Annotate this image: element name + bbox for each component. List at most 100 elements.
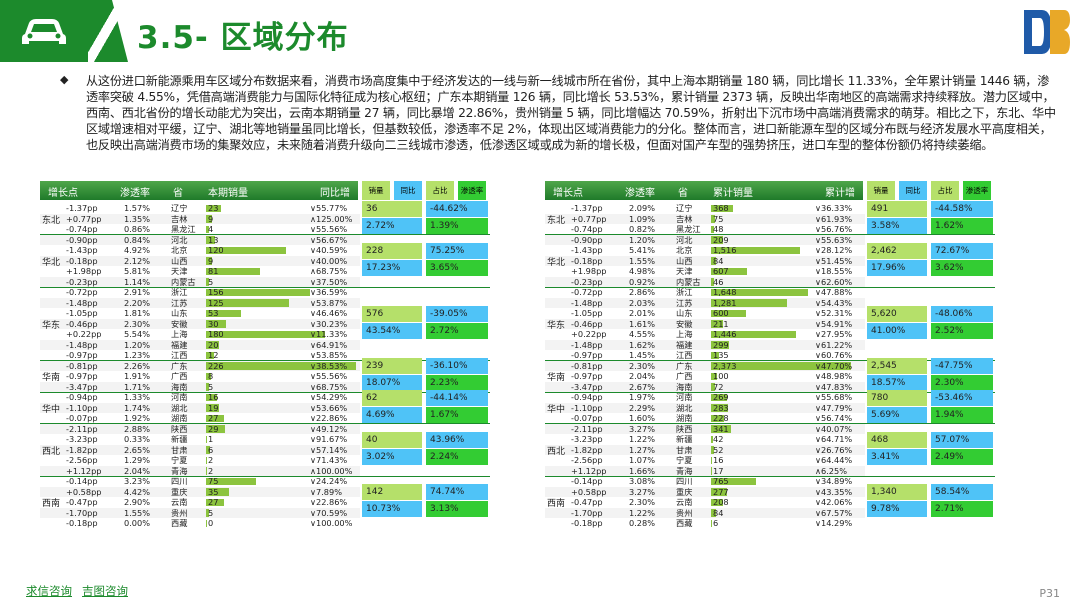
right-table-row: -2.56pp 1.07% 宁夏 16 ∨64.44% [545,455,865,465]
right-cell-yoy: ∨51.45% [815,255,853,266]
left-cell-province: 湖北 [171,402,188,413]
left-card-yoy: 43.96% [426,431,488,448]
right-cell-growth: -0.94pp [571,392,603,402]
left-cell-penetration: 1.33% [124,392,151,402]
left-cell-sales: 125 [208,297,224,308]
right-cell-penetration: 1.62% [629,339,656,350]
left-cell-growth: -1.05pp [66,308,98,318]
left-cell-yoy: ∨11.33% [310,329,348,339]
left-cell-penetration: 1.74% [124,402,151,413]
right-cell-growth: -1.43pp [571,245,603,255]
right-region-card: 5,620 -48.06% 41.00% 2.52% [867,305,993,342]
left-value-bar [206,288,310,296]
left-value-bar [206,225,209,233]
left-cell-growth: -0.97pp [66,371,98,381]
left-card-yoy: -44.14% [426,389,488,406]
left-cell-growth: -0.46pp [66,318,98,329]
left-cell-yoy: ∨22.86% [310,413,348,423]
left-cell-province: 福建 [171,339,188,350]
left-legend-item-3: 渗透率 [458,181,486,200]
left-cell-yoy: ∧125.00% [310,213,353,224]
right-cell-yoy: ∨55.63% [815,234,853,245]
left-cell-yoy: ∨64.91% [310,339,348,350]
right-value-bar [711,330,797,338]
right-value-bar [711,246,801,254]
right-value-bar [711,414,725,422]
right-table-row: -1.82pp 1.27% 甘肃 52 ∨26.76% [545,444,865,455]
left-table-row: -0.94pp 1.33% 河南 16 ∨54.29% [40,392,360,402]
right-table-row: +0.22pp 4.55% 上海 1,446 ∨27.95% [545,329,865,339]
right-region-label: 东北 [547,215,566,226]
right-legend-item-0: 销量 [867,181,895,200]
left-cell-growth: -1.10pp [66,402,98,413]
right-cell-sales: 75 [713,213,724,224]
right-cell-yoy: ∨61.93% [815,213,853,224]
left-cell-yoy: ∨54.29% [310,392,348,402]
left-table-row: -1.37pp 1.57% 辽宁 23 ∨55.77% [40,203,360,213]
left-cell-sales: 12 [208,350,219,360]
right-cell-sales: 211 [713,318,729,329]
left-table-row: +1.12pp 2.04% 青海 2 ∧100.00% [40,465,360,476]
left-cell-growth: -0.74pp [66,224,98,234]
left-cell-sales: 29 [208,423,219,434]
right-table-row: +1.98pp 4.98% 天津 607 ∨18.55% [545,266,865,276]
right-region-card: 1,340 58.54% 9.78% 2.71% [867,484,993,520]
left-cell-penetration: 1.23% [124,350,151,360]
right-cell-growth: -1.82pp [571,444,603,455]
left-card-yoy: -44.62% [426,200,488,217]
right-card-yoy: -53.46% [931,389,993,406]
left-table-row: +0.22pp 5.54% 上海 180 ∨11.33% [40,329,360,339]
left-cell-growth: -0.18pp [66,255,98,266]
right-cell-growth: +0.58pp [571,486,607,497]
right-cell-province: 贵州 [676,507,693,518]
right-cell-growth: +1.12pp [571,465,607,476]
right-card-yoy: -44.58% [931,200,993,217]
left-cell-growth: -0.23pp [66,276,98,287]
left-cell-growth: -1.48pp [66,339,98,350]
right-cell-growth: -0.97pp [571,350,603,360]
right-cell-sales: 1,446 [713,329,737,339]
right-cell-penetration: 1.07% [629,455,656,465]
left-value-bar [206,236,215,244]
left-cell-province: 江西 [171,350,188,360]
footer-link-qiuxin[interactable]: 求信咨询 [26,584,72,598]
right-cell-growth: -0.18pp [571,255,603,266]
left-cell-yoy: ∨24.24% [310,476,348,486]
right-cell-sales: 2,373 [713,360,737,371]
right-cell-province: 湖南 [676,413,693,423]
left-cell-growth: -0.07pp [66,413,98,423]
car-icon-box [0,0,88,62]
left-cell-yoy: ∨55.56% [310,371,348,381]
right-cell-penetration: 1.61% [629,318,656,329]
brand-logo [1024,10,1070,54]
right-value-bar [711,467,712,475]
left-region-card: 239 -36.10% 18.07% 2.23% [362,358,488,394]
right-card-sales: 2,545 [867,358,927,374]
left-cell-penetration: 4.42% [124,486,151,497]
right-cell-penetration: 3.27% [629,423,656,434]
right-cell-yoy: ∨64.71% [815,434,853,444]
left-header-col-2: 省 [173,188,183,199]
left-cell-sales: 30 [208,318,219,329]
right-value-bar [711,519,712,527]
left-card-penetration: 2.72% [426,322,488,339]
right-cell-penetration: 4.55% [629,329,656,339]
right-card-share: 41.00% [867,322,927,339]
left-table-row: -0.47pp 2.90% 云南 27 ∨22.86% [40,497,360,507]
right-table-row: -0.94pp 1.97% 河南 269 ∨55.68% [545,392,865,402]
right-value-bar [711,488,728,496]
right-cell-sales: 209 [713,234,729,245]
footer-link-jitu[interactable]: 吉图咨询 [82,584,128,598]
right-cell-sales: 1,281 [713,297,737,308]
left-table-row: -2.11pp 2.88% 陕西 29 ∨49.12% [40,423,360,434]
right-region-label: 华北 [547,257,566,268]
right-cell-sales: 299 [713,339,729,350]
left-region-card: 36 -44.62% 2.72% 1.39% [362,200,488,237]
left-value-bar [206,278,210,286]
right-cell-yoy: ∨26.76% [815,444,853,455]
left-cell-province: 安徽 [171,318,188,329]
right-region-label: 华中 [547,404,566,415]
left-cell-sales: 226 [208,360,224,371]
right-cell-province: 青海 [676,465,693,476]
right-cell-province: 云南 [676,497,693,507]
